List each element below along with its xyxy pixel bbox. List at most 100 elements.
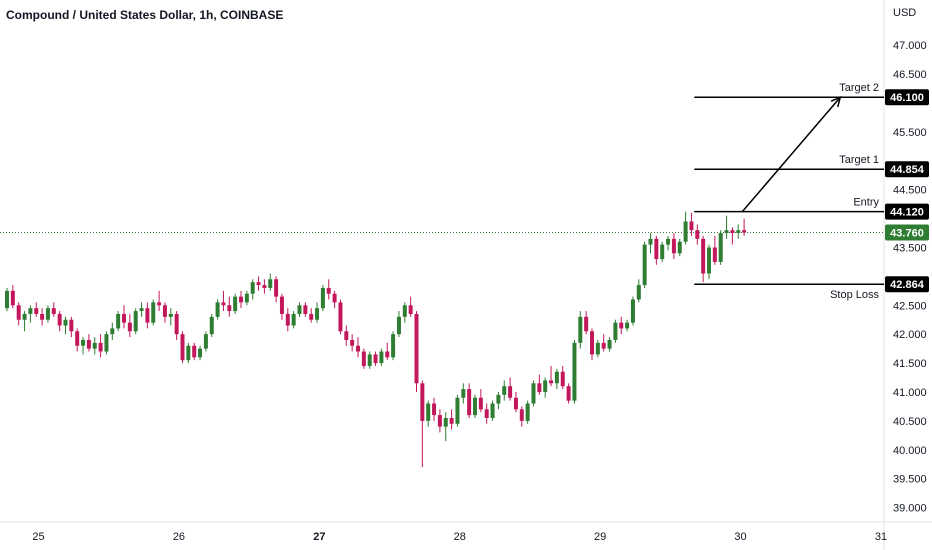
candle-body (432, 403, 437, 416)
candle-body (338, 302, 343, 332)
y-tick-label: 42.500 (893, 300, 927, 312)
candle-body (584, 316, 589, 332)
candle-body (5, 290, 9, 309)
candle-body (730, 230, 735, 234)
candle-body (449, 417, 454, 424)
candle-body (104, 334, 109, 352)
candle-body (443, 417, 448, 427)
candle-body (613, 322, 618, 340)
currency-label: USD (893, 7, 916, 19)
candle-body (391, 334, 396, 358)
candle-body (162, 305, 167, 317)
candle-body (51, 308, 56, 314)
candle-body (180, 334, 185, 361)
candle-body (361, 351, 366, 366)
candle-body (502, 386, 507, 395)
candle-body (192, 345, 197, 358)
candle-body (408, 305, 413, 314)
candle-body (227, 305, 232, 312)
x-tick-label: 26 (173, 531, 185, 543)
y-tick-label: 46.500 (893, 69, 927, 81)
candle-body (81, 339, 86, 346)
candle-body (660, 244, 665, 260)
y-tick-label: 40.500 (893, 416, 927, 428)
candle-body (461, 389, 466, 398)
level-name: Target 2 (839, 82, 879, 94)
candle-body (742, 230, 747, 233)
candle-body (157, 302, 162, 306)
candle-body (268, 279, 273, 288)
x-tick-label: 25 (32, 531, 44, 543)
candle-body (315, 308, 320, 320)
candle-body (274, 279, 279, 297)
candle-body (279, 296, 284, 314)
x-tick-label: 27 (313, 531, 325, 543)
y-tick-label: 45.500 (893, 127, 927, 139)
candle-body (209, 316, 214, 335)
candle-body (326, 287, 331, 294)
candle-body (560, 371, 565, 387)
candle-body (478, 397, 483, 410)
candle-body (34, 308, 39, 314)
candle-body (291, 313, 296, 326)
candle-body (625, 322, 630, 329)
level-price-tag-text: 42.864 (890, 279, 925, 291)
candle-body (239, 296, 243, 303)
candle-body (356, 345, 360, 352)
y-tick-label: 41.500 (893, 358, 927, 370)
candle-body (373, 354, 378, 364)
candle-body (116, 313, 121, 329)
candle-body (350, 339, 355, 346)
candle-body (98, 342, 103, 352)
candle-body (496, 394, 501, 404)
candle-body (244, 293, 249, 303)
candle-body (695, 230, 700, 239)
candle-body (543, 380, 548, 392)
candle-body (590, 331, 594, 355)
candle-body (666, 238, 671, 245)
candle-body (127, 322, 132, 332)
y-tick-label: 39.000 (893, 503, 927, 515)
candle-body (689, 221, 694, 231)
candle-body (203, 334, 208, 349)
candle-body (367, 354, 372, 366)
candle-body (490, 403, 495, 418)
candle-body (607, 339, 612, 349)
candle-body (683, 221, 688, 242)
y-tick-label: 47.000 (893, 40, 927, 52)
candle-body (396, 316, 401, 335)
candle-body (63, 319, 68, 326)
candle-body (473, 397, 477, 416)
projection-arrowhead (830, 95, 842, 108)
candle-body (151, 302, 156, 323)
candle-body (619, 322, 624, 329)
x-tick-label: 30 (734, 531, 746, 543)
candle-body (16, 305, 21, 320)
level-price-tag (885, 203, 929, 220)
level-price-tag-text: 44.854 (890, 164, 925, 176)
candle-body (186, 345, 191, 361)
candle-body (601, 342, 606, 349)
candle-body (385, 351, 390, 358)
level-name: Target 1 (839, 154, 879, 166)
candle-body (28, 308, 33, 314)
candle-body (519, 409, 524, 421)
candle-body (92, 342, 97, 349)
candle-body (344, 331, 349, 340)
candle-body (701, 238, 706, 274)
x-tick-label: 31 (875, 531, 887, 543)
candle-body (572, 342, 577, 401)
level-price-tag (885, 276, 929, 293)
candle-body (320, 287, 325, 309)
candle-body (554, 371, 559, 384)
candle-body (578, 316, 583, 343)
level-price-tag-text: 44.120 (890, 207, 924, 219)
candle-body (45, 308, 50, 320)
level-price-tag (885, 89, 929, 106)
last-price-tag-text: 43.760 (890, 227, 924, 239)
price-axis[interactable]: USD 47.000 46.500 45.500 44.500 43.500 42.500… (893, 7, 927, 515)
time-axis[interactable]: 25 26 27 28 29 30 31 (0, 521, 932, 543)
candle-body (712, 247, 717, 262)
y-tick-label: 44.500 (893, 185, 927, 197)
